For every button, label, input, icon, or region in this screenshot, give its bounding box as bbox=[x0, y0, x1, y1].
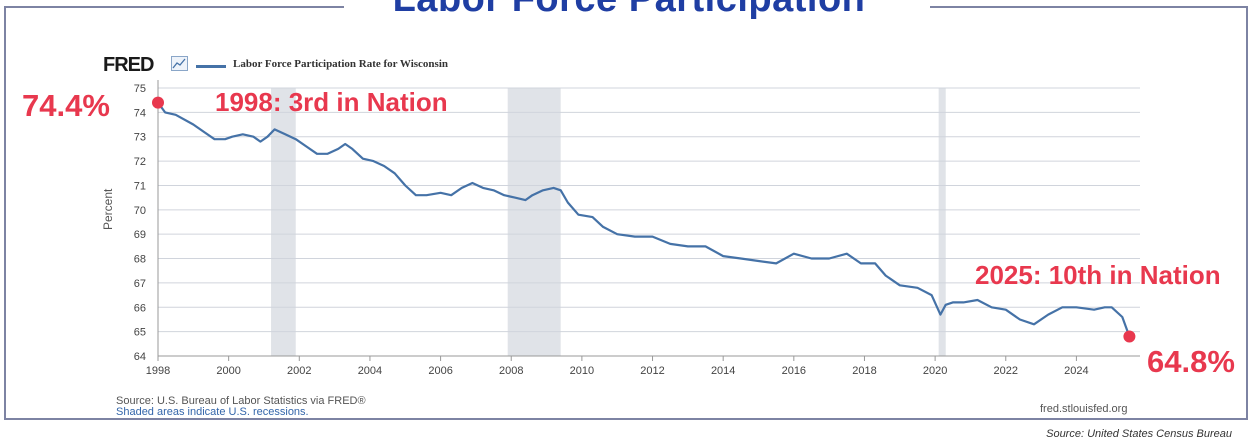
source-line: Source: U.S. Bureau of Labor Statistics … bbox=[116, 395, 366, 407]
y-tick-label: 64 bbox=[134, 351, 146, 363]
fred-url: fred.stlouisfed.org bbox=[1040, 403, 1128, 415]
recession-band bbox=[938, 88, 946, 356]
x-tick-label: 2018 bbox=[852, 365, 876, 377]
callout-end-value: 64.8% bbox=[1147, 344, 1235, 379]
header-rule-left bbox=[4, 6, 344, 8]
callout-end-note: 2025: 10th in Nation bbox=[975, 260, 1221, 290]
x-tick-label: 2014 bbox=[711, 365, 735, 377]
credit-note: Source: United States Census Bureau bbox=[1046, 428, 1232, 440]
y-tick-label: 73 bbox=[134, 132, 146, 144]
end-point-marker bbox=[1123, 330, 1136, 343]
series-line bbox=[157, 101, 1131, 337]
x-tick-label: 2006 bbox=[428, 365, 452, 377]
start-point-marker bbox=[152, 96, 164, 109]
fred-graph-icon bbox=[171, 56, 188, 71]
callout-start-value: 74.4% bbox=[22, 88, 110, 123]
recession-note: Shaded areas indicate U.S. recessions. bbox=[116, 406, 309, 418]
x-tick-label: 2000 bbox=[216, 365, 240, 377]
chart-frame bbox=[4, 6, 1248, 420]
y-tick-label: 65 bbox=[134, 327, 146, 339]
callout-start-note: 1998: 3rd in Nation bbox=[215, 87, 448, 117]
x-tick-label: 2022 bbox=[994, 365, 1018, 377]
recession-band bbox=[507, 88, 561, 356]
y-tick-label: 71 bbox=[134, 180, 146, 192]
x-tick-label: 2020 bbox=[923, 365, 947, 377]
x-tick-label: 2016 bbox=[782, 365, 806, 377]
x-tick-label: 2008 bbox=[499, 365, 523, 377]
source-note: Source: U.S. Bureau of Labor Statistics … bbox=[116, 396, 366, 418]
x-tick-label: 2010 bbox=[570, 365, 594, 377]
x-tick-label: 2002 bbox=[287, 365, 311, 377]
headline-title: Labor Force Participation bbox=[0, 0, 1258, 21]
y-tick-label: 68 bbox=[134, 254, 146, 266]
fred-logo-text: FRED bbox=[103, 54, 154, 76]
x-tick-label: 2004 bbox=[358, 365, 382, 377]
y-tick-label: 74 bbox=[134, 107, 146, 119]
header-rule-right bbox=[930, 6, 1248, 8]
y-tick-label: 72 bbox=[134, 156, 146, 168]
x-tick-label: 2012 bbox=[640, 365, 664, 377]
recession-band bbox=[271, 88, 296, 356]
y-tick-label: 67 bbox=[134, 278, 146, 290]
y-tick-label: 75 bbox=[134, 83, 146, 95]
y-axis-label: Percent bbox=[101, 188, 115, 230]
y-tick-label: 66 bbox=[134, 302, 146, 314]
x-tick-label: 2024 bbox=[1064, 365, 1088, 377]
x-tick-label: 1998 bbox=[146, 365, 170, 377]
y-tick-label: 69 bbox=[134, 229, 146, 241]
legend-swatch bbox=[196, 65, 226, 68]
y-tick-label: 70 bbox=[134, 205, 146, 217]
legend-label: Labor Force Participation Rate for Wisco… bbox=[233, 58, 448, 70]
